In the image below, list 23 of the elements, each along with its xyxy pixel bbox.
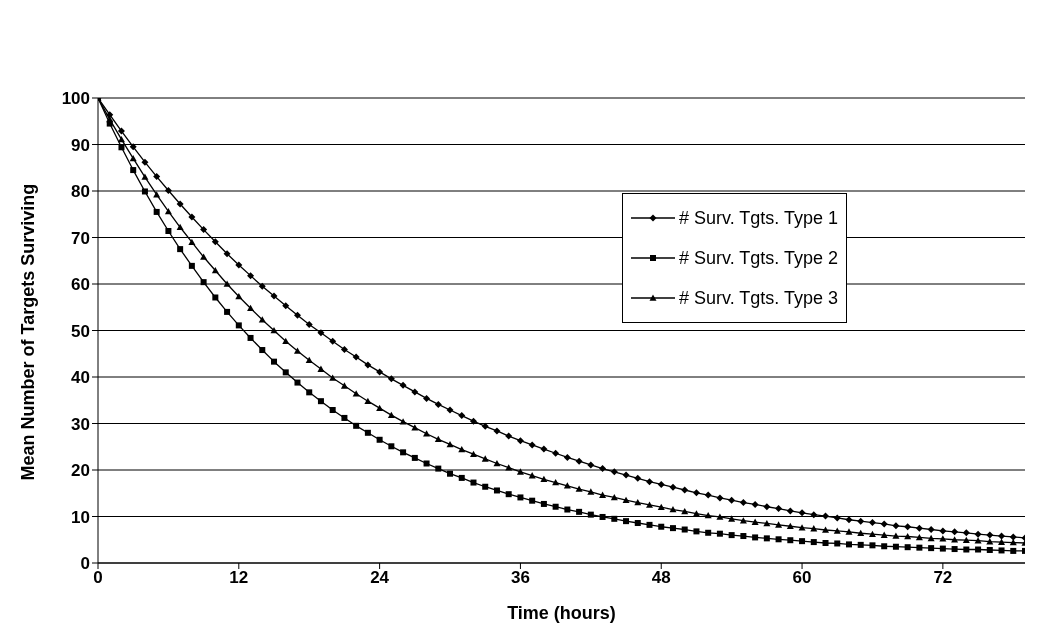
y-tick-label: 20 [71, 461, 90, 481]
legend-label: # Surv. Tgts. Type 3 [679, 287, 839, 309]
y-tick-label: 10 [71, 507, 90, 527]
x-tick-label: 60 [792, 568, 812, 588]
y-tick-label: 70 [71, 228, 90, 248]
y-tick-label: 40 [71, 368, 90, 388]
x-tick-label: 24 [370, 568, 390, 588]
x-tick-label: 36 [510, 568, 530, 588]
y-tick-label: 30 [71, 414, 90, 434]
x-tick-label: 48 [651, 568, 671, 588]
legend-label: # Surv. Tgts. Type 1 [679, 207, 839, 229]
y-tick-label: 80 [71, 182, 90, 202]
y-tick-label: 60 [71, 275, 90, 295]
x-axis-title: Time (hours) [507, 603, 616, 623]
y-tick-label: 0 [80, 554, 90, 574]
y-tick-label: 100 [61, 89, 90, 109]
y-axis-title: Mean Number of Targets Surviving [18, 183, 39, 481]
x-tick-label: 12 [229, 568, 249, 588]
x-tick-label: 72 [933, 568, 953, 588]
y-tick-label: 90 [71, 135, 90, 155]
legend-label: # Surv. Tgts. Type 2 [679, 247, 839, 269]
y-tick-label: 50 [71, 321, 90, 341]
x-tick-label: 0 [93, 568, 103, 588]
